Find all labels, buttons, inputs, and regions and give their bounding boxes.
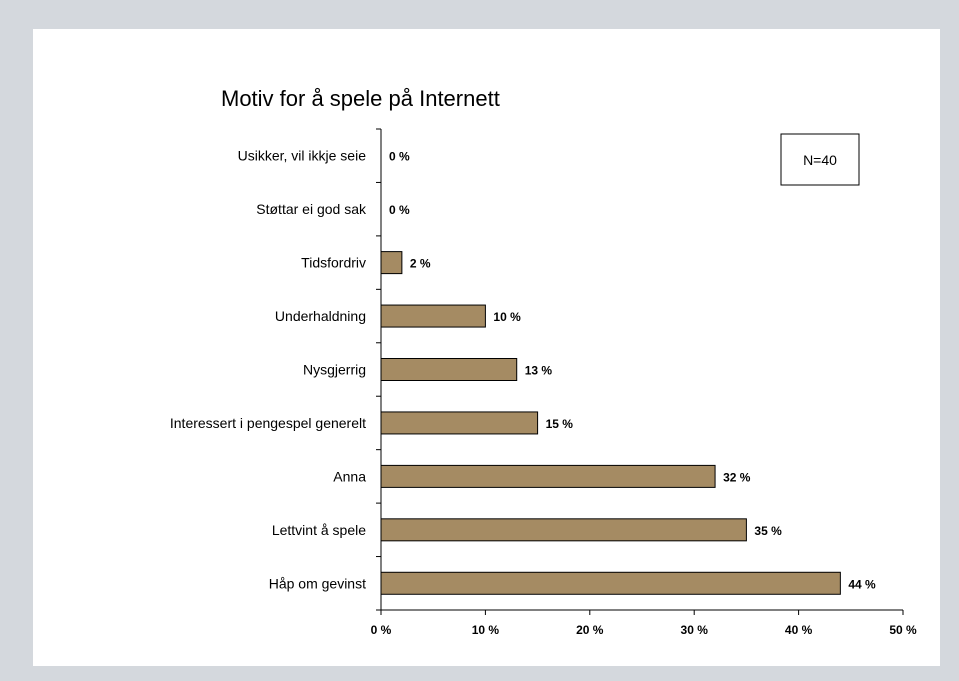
category-label: Nysgjerrig	[303, 362, 366, 378]
x-tick-label: 20 %	[576, 623, 604, 637]
bar	[380, 358, 518, 381]
sample-size-label: N=40	[803, 152, 837, 168]
value-label: 0 %	[389, 150, 410, 164]
value-label: 15 %	[546, 417, 574, 431]
category-label: Håp om gevinst	[269, 575, 366, 591]
value-label: 32 %	[723, 470, 751, 484]
plot-area: 0 % 10 % 20 % 30 % 40 % 50 % Usikker, vil ikkj…	[170, 128, 917, 637]
bar	[380, 304, 486, 328]
value-label: 2 %	[410, 257, 431, 271]
bar	[380, 571, 841, 595]
value-label: 0 %	[389, 203, 410, 217]
value-label: 13 %	[525, 364, 553, 378]
category-label: Anna	[333, 468, 366, 484]
value-label: 10 %	[493, 310, 521, 324]
sample-size-box: N=40	[780, 133, 860, 186]
value-label: 44 %	[848, 577, 876, 591]
x-tick-label: 30 %	[681, 623, 709, 637]
x-tick-label: 50 %	[889, 623, 917, 637]
bar	[380, 251, 403, 275]
chart-title: Motiv for å spele på Internett	[221, 86, 500, 111]
x-tick-label: 0 %	[371, 623, 392, 637]
bar	[380, 518, 747, 542]
category-label: Underhaldning	[275, 308, 366, 324]
category-label: Tidsfordriv	[301, 255, 366, 271]
value-label: 35 %	[754, 524, 782, 538]
category-label: Lettvint å spele	[272, 522, 366, 538]
category-label: Usikker, vil ikkje seie	[238, 148, 367, 164]
bar	[380, 411, 539, 435]
x-tick-label: 40 %	[785, 623, 813, 637]
category-label: Støttar ei god sak	[256, 201, 367, 217]
x-tick-label: 10 %	[472, 623, 500, 637]
category-label: Interessert i pengespel generelt	[170, 415, 366, 431]
bar	[380, 464, 716, 488]
